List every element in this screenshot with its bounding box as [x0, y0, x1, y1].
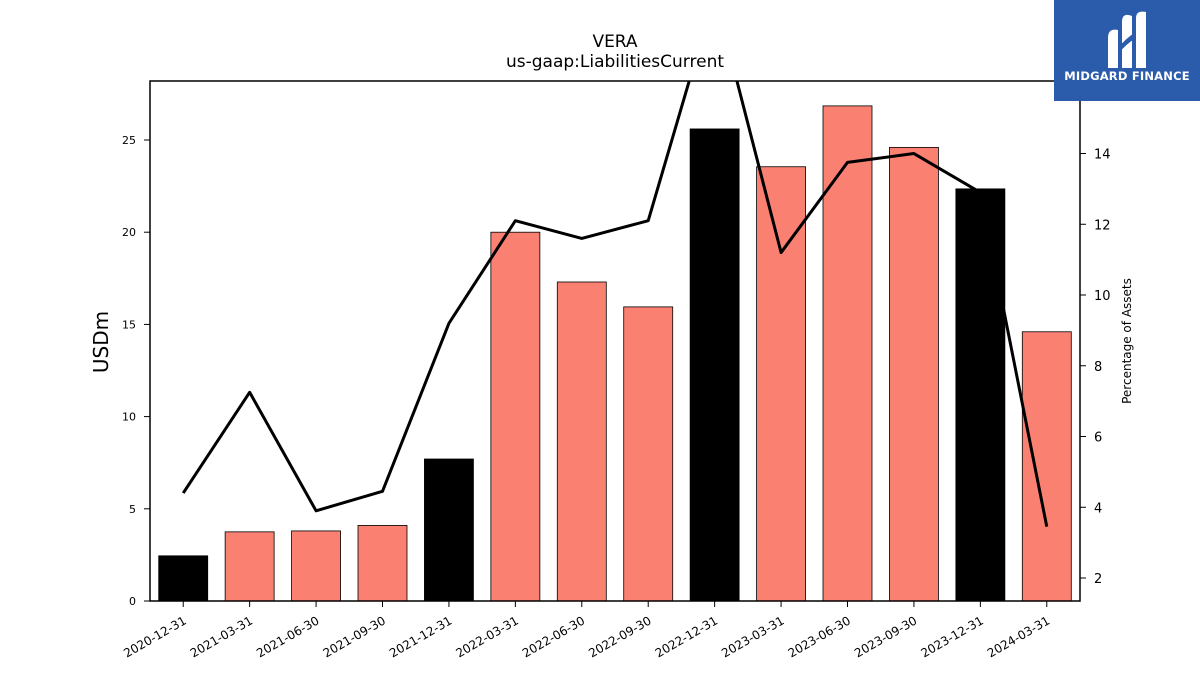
- x-tick-label: 2022-03-31: [453, 613, 520, 660]
- chart-title: VERA: [592, 32, 638, 52]
- y2-tick-label: 4: [1094, 501, 1102, 516]
- x-tick-label: 2023-12-31: [918, 613, 985, 660]
- bar: [1021, 331, 1072, 602]
- x-tick-label: 2020-12-31: [121, 613, 188, 660]
- bar: [822, 105, 873, 602]
- bar: [158, 555, 209, 602]
- y-tick-label: 15: [122, 318, 136, 331]
- bar: [291, 530, 341, 602]
- x-tick-label: 2024-03-31: [985, 613, 1052, 660]
- bar: [756, 166, 806, 602]
- y2-tick-label: 10: [1094, 289, 1111, 304]
- bar: [955, 188, 1006, 602]
- x-tick-label: 2022-09-30: [586, 613, 653, 660]
- brand-logo-mark-icon: [1108, 11, 1146, 69]
- y2-tick-label: 6: [1094, 431, 1102, 446]
- y2-tick-label: 8: [1094, 360, 1102, 375]
- brand-logo-text: MIDGARD FINANCE: [1064, 69, 1190, 83]
- x-tick-label: 2021-09-30: [321, 613, 388, 660]
- y2-tick-label: 14: [1094, 148, 1111, 163]
- y2-tick-label: 2: [1094, 572, 1102, 587]
- bar: [490, 231, 541, 602]
- plot-frame: [149, 80, 1081, 602]
- bar: [889, 146, 939, 602]
- bar: [357, 525, 408, 602]
- x-tick-label: 2023-03-31: [719, 613, 786, 660]
- y2-tick-label: 12: [1094, 218, 1111, 233]
- bar: [623, 306, 674, 602]
- bar: [689, 128, 740, 602]
- y-tick-label: 10: [122, 411, 136, 424]
- percentage-line-layer: [181, 81, 1049, 528]
- x-tick-label: 2021-06-30: [254, 613, 321, 660]
- bar: [224, 531, 275, 602]
- x-tick-label: 2022-06-30: [520, 613, 587, 660]
- x-tick-label: 2022-12-31: [653, 613, 720, 660]
- y-tick-label: 5: [129, 503, 136, 516]
- x-tick-label: 2021-03-31: [188, 613, 255, 660]
- chart-subtitle: us-gaap:LiabilitiesCurrent: [505, 52, 725, 72]
- bars-group: [158, 105, 1072, 602]
- x-tick-label: 2023-09-30: [852, 613, 919, 660]
- bar: [556, 281, 607, 602]
- y-axis-label-right: Percentage of Assets: [1120, 278, 1134, 404]
- x-tick-label: 2023-06-30: [786, 613, 853, 660]
- y-tick-label: 0: [129, 595, 136, 608]
- y-tick-label: 25: [122, 134, 136, 147]
- bar: [424, 458, 474, 602]
- brand-logo: MIDGARD FINANCE: [1054, 0, 1200, 101]
- percentage-line: [181, 81, 1049, 528]
- y-axis-label-left: USDm: [89, 310, 113, 374]
- y-tick-label: 20: [122, 226, 136, 239]
- x-tick-label: 2021-12-31: [387, 613, 454, 660]
